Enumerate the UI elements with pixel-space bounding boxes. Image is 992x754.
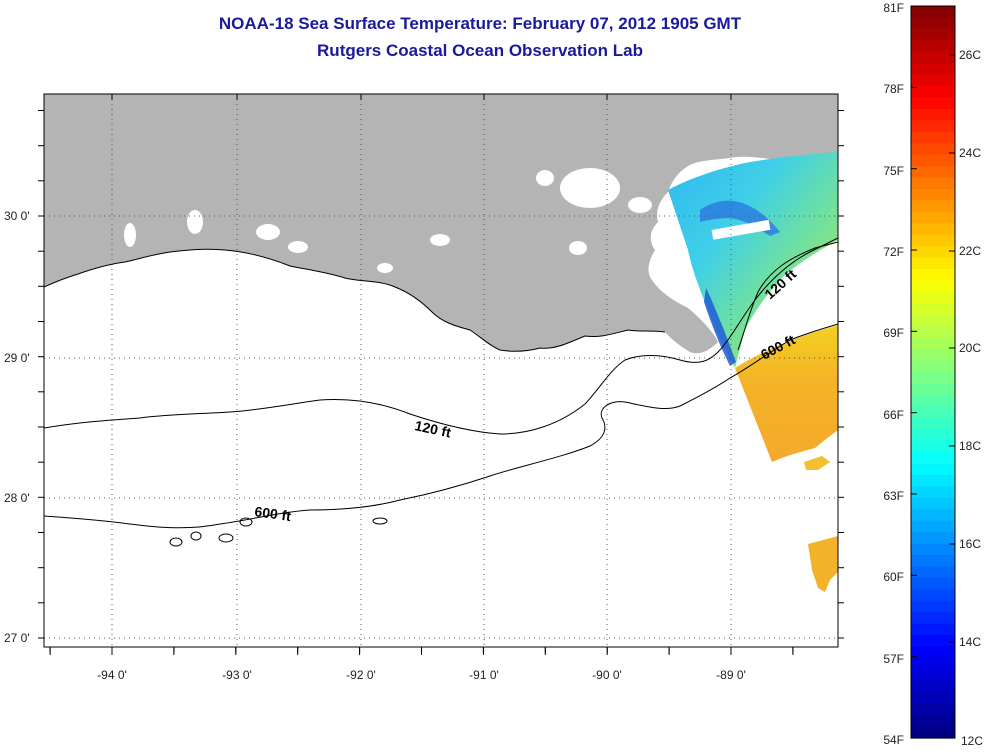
sst-patch-south: [808, 536, 838, 592]
calcasieu-lake: [187, 210, 203, 234]
contour-label-600ft: 600 ft: [254, 503, 293, 524]
axis-ticks: [38, 94, 844, 655]
sabine-lake: [124, 223, 136, 247]
land-mass: [44, 94, 838, 354]
bayou-lake: [430, 234, 450, 246]
lon-tick-label: -89 0': [716, 668, 746, 682]
coastline: [44, 248, 666, 352]
lon-tick-label: -91 0': [469, 668, 499, 682]
isobath-120ft-east: [737, 241, 838, 351]
marsh-lake: [377, 263, 393, 273]
lat-tick-label: 29 0': [4, 351, 30, 365]
grand-lake: [256, 224, 280, 240]
longitude-axis: -94 0' -93 0' -92 0' -91 0' -90 0' -89 0…: [97, 668, 746, 682]
lake-maurepas: [536, 170, 554, 186]
sst-patch-small: [804, 456, 830, 470]
lon-tick-label: -90 0': [592, 668, 622, 682]
isobath-600ft: [44, 323, 838, 529]
contour-closed: [190, 531, 202, 541]
lon-tick-label: -93 0': [222, 668, 252, 682]
map-subtitle: Rutgers Coastal Ocean Observation Lab: [317, 41, 643, 60]
lat-tick-label: 28 0': [4, 491, 30, 505]
lat-tick-label: 27 0': [4, 631, 30, 645]
lake-pontchartrain: [560, 168, 620, 208]
gridlines: [44, 94, 838, 647]
contour-closed: [169, 537, 183, 547]
white-lake: [288, 241, 308, 253]
contour-closed: [218, 533, 234, 543]
latitude-axis: 30 0' 29 0' 28 0' 27 0': [4, 209, 30, 645]
lon-tick-label: -94 0': [97, 668, 127, 682]
contour-closed: [239, 517, 253, 527]
lon-tick-label: -92 0': [346, 668, 376, 682]
sst-cold-band: [704, 288, 736, 366]
isobath-120ft: [44, 237, 838, 435]
map-title: NOAA-18 Sea Surface Temperature: Februar…: [218, 14, 742, 33]
contour-closed: [372, 517, 388, 525]
lake-salvador: [569, 241, 587, 255]
lat-tick-label: 30 0': [4, 209, 30, 223]
contour-label-120ft: 120 ft: [413, 417, 452, 440]
cloud-gap: [711, 219, 771, 240]
lake-borgne: [628, 197, 652, 213]
map-border: [43, 93, 839, 648]
